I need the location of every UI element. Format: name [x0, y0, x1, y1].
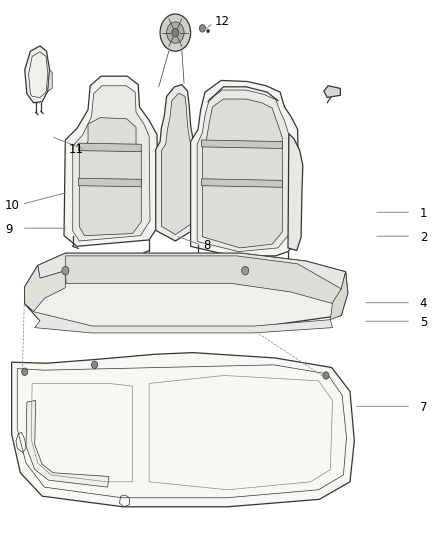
Polygon shape — [161, 93, 191, 235]
Polygon shape — [64, 76, 159, 246]
Polygon shape — [288, 134, 303, 251]
Circle shape — [207, 29, 209, 33]
Text: 9: 9 — [5, 223, 13, 236]
Text: 2: 2 — [420, 231, 427, 244]
Polygon shape — [25, 46, 49, 103]
Polygon shape — [26, 400, 109, 487]
Polygon shape — [78, 143, 141, 152]
Circle shape — [166, 22, 184, 43]
Circle shape — [242, 266, 249, 275]
Text: 7: 7 — [420, 401, 427, 414]
Text: 11: 11 — [68, 143, 83, 156]
Polygon shape — [65, 256, 341, 305]
Circle shape — [172, 28, 179, 37]
Circle shape — [92, 361, 98, 368]
Polygon shape — [155, 85, 196, 241]
Text: 5: 5 — [420, 316, 427, 329]
Polygon shape — [201, 140, 283, 149]
Polygon shape — [25, 304, 332, 333]
Polygon shape — [324, 86, 340, 98]
Polygon shape — [78, 178, 141, 187]
Circle shape — [160, 14, 191, 51]
Polygon shape — [73, 86, 150, 241]
Polygon shape — [38, 253, 346, 289]
Polygon shape — [25, 265, 65, 312]
Circle shape — [323, 372, 329, 379]
Polygon shape — [201, 179, 283, 187]
Polygon shape — [79, 118, 141, 236]
Circle shape — [62, 266, 69, 275]
Polygon shape — [330, 272, 348, 320]
Polygon shape — [48, 70, 52, 91]
Circle shape — [21, 368, 28, 375]
Text: 8: 8 — [204, 239, 211, 252]
Text: 10: 10 — [5, 199, 20, 212]
Polygon shape — [191, 80, 300, 256]
Polygon shape — [25, 253, 348, 328]
Text: 1: 1 — [420, 207, 427, 220]
Text: 4: 4 — [420, 297, 427, 310]
Text: 12: 12 — [215, 15, 230, 28]
Polygon shape — [202, 99, 283, 248]
Polygon shape — [12, 353, 354, 507]
Polygon shape — [197, 90, 289, 252]
Circle shape — [199, 25, 205, 32]
